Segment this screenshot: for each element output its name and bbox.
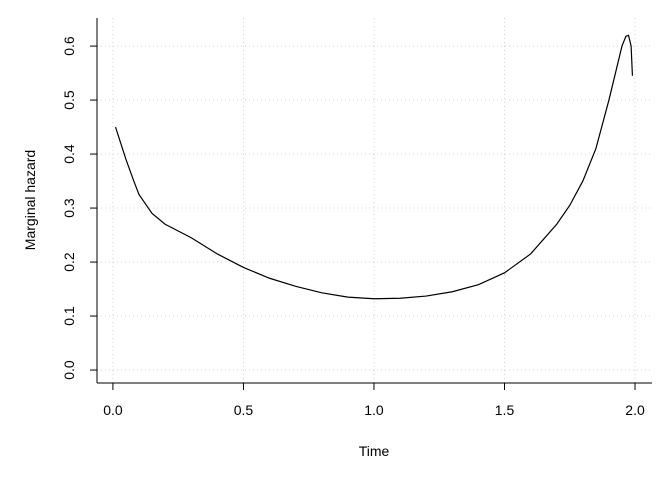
x-tick-label: 1.0 [364,402,384,418]
x-tick-label: 0.5 [234,402,254,418]
x-tick-label: 2.0 [625,402,645,418]
line [114,34,634,300]
y-tick-label: 0.2 [61,252,77,272]
y-tick-label: 0.6 [61,36,77,56]
y-tick-label: 0.5 [61,90,77,110]
x-tick-label: 1.5 [495,402,515,418]
y-tick-label: 0.3 [61,198,77,218]
y-axis-label: Marginal hazard [22,150,38,250]
x-tick-label: 0.0 [103,402,123,418]
x-axis-label: Time [359,443,390,459]
y-tick-label: 0.4 [61,144,77,164]
y-tick-label: 0.0 [61,360,77,380]
y-tick-label: 0.1 [61,306,77,326]
